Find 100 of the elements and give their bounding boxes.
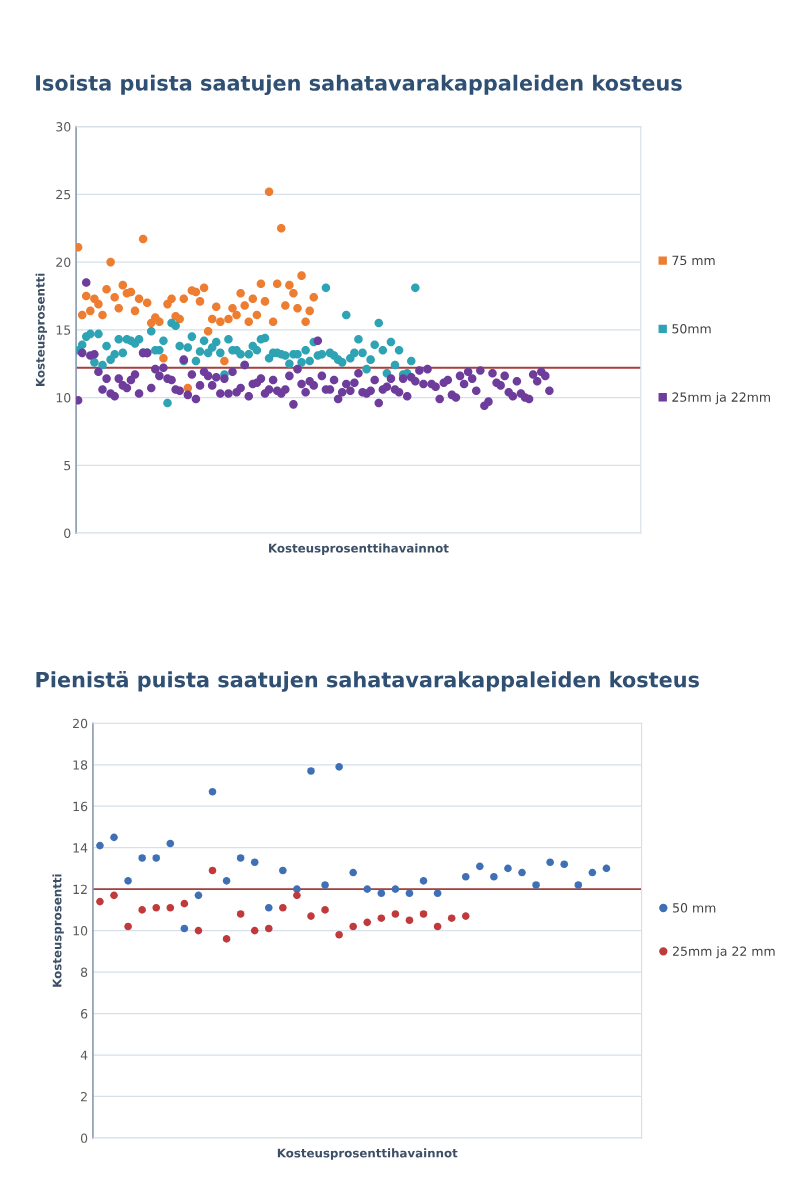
y-tick-label: 15 — [56, 325, 71, 335]
point — [155, 317, 164, 326]
point — [305, 306, 314, 316]
point — [77, 310, 87, 320]
point — [179, 294, 189, 303]
y-tick-label: 8 — [80, 967, 88, 978]
point — [268, 317, 278, 326]
point — [476, 862, 484, 871]
y-axis-title: Kosteusprosentti — [52, 874, 64, 987]
point — [546, 858, 554, 867]
point — [285, 280, 294, 290]
point — [152, 904, 161, 912]
point — [349, 922, 357, 931]
y-tick-label: 4 — [80, 1050, 88, 1060]
point — [588, 868, 597, 877]
point — [138, 234, 148, 244]
y-tick-label: 20 — [56, 257, 71, 268]
point — [94, 299, 103, 309]
point — [236, 854, 245, 862]
legend-label: 25mm ja 22 mm — [673, 946, 775, 959]
y-tick-label: 12 — [73, 884, 87, 894]
point — [307, 912, 315, 920]
point — [391, 885, 400, 893]
point — [433, 889, 442, 898]
point — [81, 291, 91, 301]
point — [252, 310, 262, 320]
point — [222, 935, 231, 943]
point — [250, 926, 259, 935]
point — [222, 877, 231, 885]
point — [335, 930, 343, 939]
point — [602, 864, 611, 873]
point — [279, 866, 287, 875]
point — [433, 922, 442, 931]
point — [167, 294, 176, 303]
point — [293, 885, 301, 893]
chart-title: Isoista puista saatujen sahatavarakappaleiden kosteus — [36, 74, 682, 96]
chart-title: Pienistä puista saatujen sahatavarakappaleiden kosteus — [36, 671, 699, 692]
point — [264, 924, 273, 933]
y-tick-label: 10 — [56, 393, 71, 403]
y-tick-label: 5 — [64, 460, 71, 471]
y-tick-label: 2 — [81, 1091, 87, 1102]
point — [405, 889, 414, 898]
point — [110, 891, 118, 900]
point — [208, 787, 217, 796]
point — [256, 279, 266, 289]
point — [279, 904, 287, 912]
point — [419, 877, 428, 885]
point — [419, 910, 428, 918]
point — [194, 926, 203, 935]
y-tick-label: 30 — [56, 122, 71, 132]
point — [194, 891, 203, 900]
point — [293, 303, 302, 313]
point — [236, 288, 245, 298]
point — [166, 904, 175, 912]
point — [207, 314, 217, 324]
x-axis-title: Kosteusprosenttihavainnot — [269, 543, 449, 555]
point — [461, 912, 470, 920]
point — [363, 885, 372, 893]
legend-label: 25mm ja 22mm — [672, 392, 770, 405]
point — [335, 763, 343, 771]
point — [211, 302, 221, 312]
y-tick-label: 0 — [80, 1133, 88, 1143]
point — [232, 310, 241, 320]
x-axis-title: Kosteusprosenttihavainnot — [277, 1148, 458, 1160]
point — [297, 271, 306, 280]
y-tick-label: 16 — [73, 801, 88, 812]
point — [102, 284, 111, 294]
point — [504, 864, 512, 873]
point — [264, 187, 274, 196]
point — [363, 918, 372, 927]
point — [289, 288, 298, 298]
point — [490, 872, 498, 881]
point — [110, 293, 119, 302]
legend-label: 50mm — [672, 324, 711, 334]
point — [106, 257, 115, 267]
point — [281, 301, 290, 310]
point — [532, 881, 540, 889]
point — [152, 854, 161, 862]
point — [236, 910, 245, 918]
point — [142, 298, 152, 308]
point — [391, 910, 400, 918]
point — [114, 303, 124, 313]
point — [307, 767, 315, 775]
y-tick-label: 20 — [73, 718, 88, 729]
y-axis-title: Kosteusprosentti — [35, 273, 47, 386]
point — [276, 223, 286, 233]
legend-label: 50 mm — [673, 903, 716, 913]
point — [195, 297, 205, 306]
point — [461, 872, 470, 881]
point — [86, 306, 95, 316]
point — [293, 891, 301, 900]
point — [228, 303, 237, 313]
point — [138, 854, 146, 862]
point — [216, 317, 225, 326]
point — [220, 356, 229, 366]
point — [180, 899, 189, 908]
point — [199, 283, 209, 293]
point — [264, 904, 273, 912]
point — [208, 866, 217, 875]
y-tick-label: 18 — [73, 760, 88, 770]
